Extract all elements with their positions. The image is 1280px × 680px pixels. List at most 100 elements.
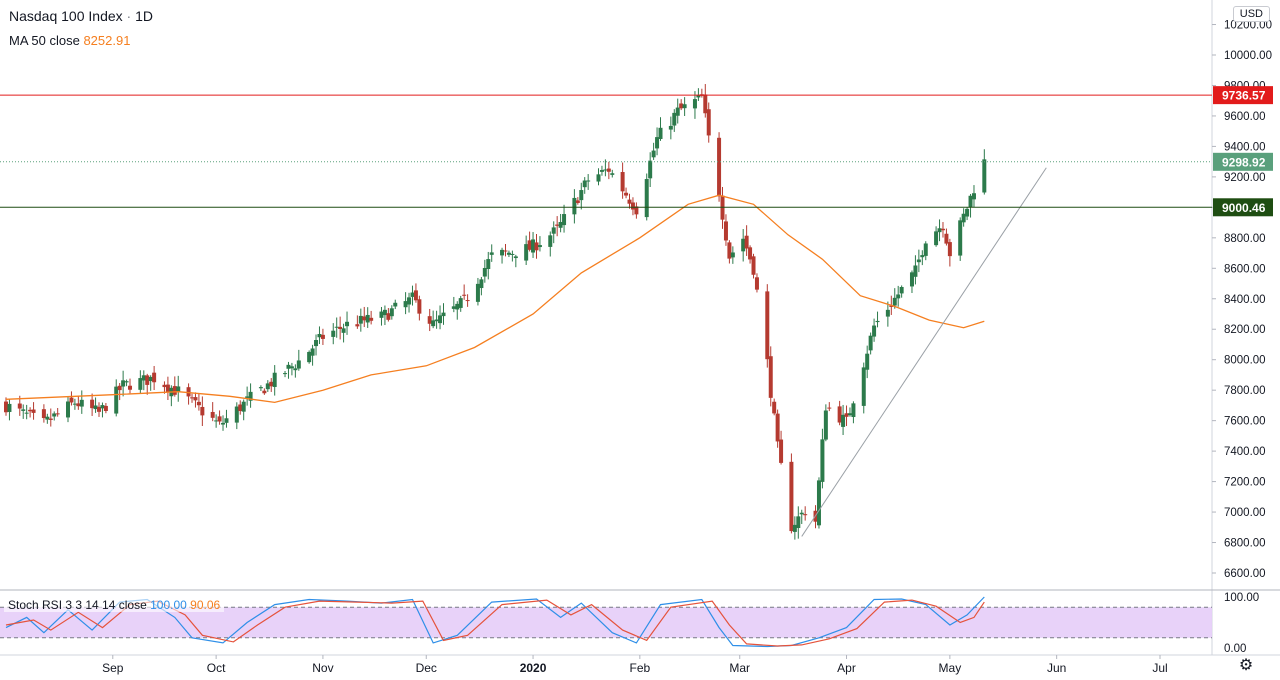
time-tick-label: Feb (629, 661, 650, 675)
candle-body (93, 405, 98, 410)
price-tick-label: 8200.00 (1224, 324, 1266, 336)
candle-body (899, 286, 904, 294)
candle-body (575, 200, 580, 203)
symbol-name: Nasdaq 100 Index (9, 8, 123, 24)
candle-body (923, 243, 928, 256)
candle-body (334, 326, 339, 328)
time-tick-label: May (939, 661, 962, 675)
price-tick-label: 7400.00 (1224, 446, 1266, 458)
price-tick-label: 8600.00 (1224, 263, 1266, 275)
time-tick-label: 2020 (520, 661, 547, 675)
candle-body (772, 401, 777, 414)
candle-body (100, 405, 105, 409)
time-tick-label: Oct (207, 661, 226, 675)
candle-body (114, 386, 119, 414)
candle-body (703, 94, 708, 114)
symbol-legend: Nasdaq 100 Index · 1D (9, 8, 153, 24)
candle-body (851, 403, 856, 418)
candle-body (486, 259, 491, 269)
candle-body (165, 384, 170, 392)
candle-body (624, 192, 629, 196)
candle-body (823, 410, 828, 440)
candle-body (431, 320, 436, 327)
currency-badge[interactable]: USD (1232, 6, 1270, 22)
candle-body (982, 159, 987, 193)
candle-body (66, 401, 71, 418)
price-tick-label: 8800.00 (1224, 233, 1266, 245)
candle-body (479, 279, 484, 289)
candle-body (403, 301, 408, 308)
candle-body (345, 321, 350, 327)
oscillator-k-value: 100.00 (150, 598, 187, 612)
candle-body (386, 313, 391, 320)
candle-body (527, 240, 532, 250)
candle-body (52, 413, 57, 417)
candle-body (668, 125, 673, 130)
candle-body (706, 109, 711, 136)
candle-body (338, 326, 343, 329)
candle-body (679, 103, 684, 109)
candle-body (310, 348, 315, 356)
candle-body (696, 94, 701, 98)
price-tick-label: 8000.00 (1224, 355, 1266, 367)
candle-body (768, 356, 773, 398)
candle-body (965, 208, 970, 217)
candle-body (55, 413, 60, 415)
candle-body (434, 319, 439, 322)
candle-body (24, 412, 29, 414)
candle-body (723, 221, 728, 241)
candle-body (389, 308, 394, 317)
candle-body (630, 202, 635, 210)
candle-body (634, 206, 639, 215)
support-price-tag (1213, 198, 1273, 217)
candle-body (510, 253, 515, 255)
candle-body (441, 312, 446, 317)
trendline (801, 167, 1047, 537)
candle-body (317, 333, 322, 338)
candle-body (341, 328, 346, 333)
candle-body (503, 250, 508, 252)
candle-body (534, 242, 539, 251)
candle-body (72, 403, 77, 405)
candle-body (586, 180, 591, 182)
candle-body (837, 406, 842, 423)
candle-body (506, 252, 511, 255)
candle-body (844, 413, 849, 417)
candle-body (675, 107, 680, 116)
candle-body (765, 291, 770, 360)
candle-body (934, 231, 939, 246)
time-tick-label: Mar (729, 661, 750, 675)
candle-body (124, 381, 129, 383)
candle-body (548, 235, 553, 247)
candle-body (868, 335, 873, 351)
candle-body (792, 524, 797, 532)
candle-body (475, 283, 480, 302)
candle-body (606, 168, 611, 172)
candle-body (861, 367, 866, 406)
candle-body (531, 239, 536, 253)
gear-icon[interactable]: ⚙ (1238, 657, 1254, 674)
candle-body (21, 409, 26, 411)
candle-body (940, 228, 945, 231)
candle-body (272, 372, 277, 387)
candle-body (379, 311, 384, 318)
candle-body (458, 298, 463, 308)
candle-body (79, 399, 84, 407)
price-tick-label: 7200.00 (1224, 477, 1266, 489)
candle-body (958, 220, 963, 256)
candle-body (97, 406, 102, 412)
candle-body (748, 247, 753, 260)
candle-body (76, 403, 81, 407)
candle-body (599, 170, 604, 172)
candle-body (172, 386, 177, 395)
candle-body (465, 300, 470, 302)
candle-body (558, 221, 563, 228)
candle-body (355, 324, 360, 327)
oscillator-d-value: 90.06 (190, 598, 221, 612)
candle-body (210, 411, 215, 418)
candle-body (820, 439, 825, 482)
candle-body (775, 413, 780, 442)
candle-body (193, 397, 198, 401)
candle-body (196, 401, 201, 406)
